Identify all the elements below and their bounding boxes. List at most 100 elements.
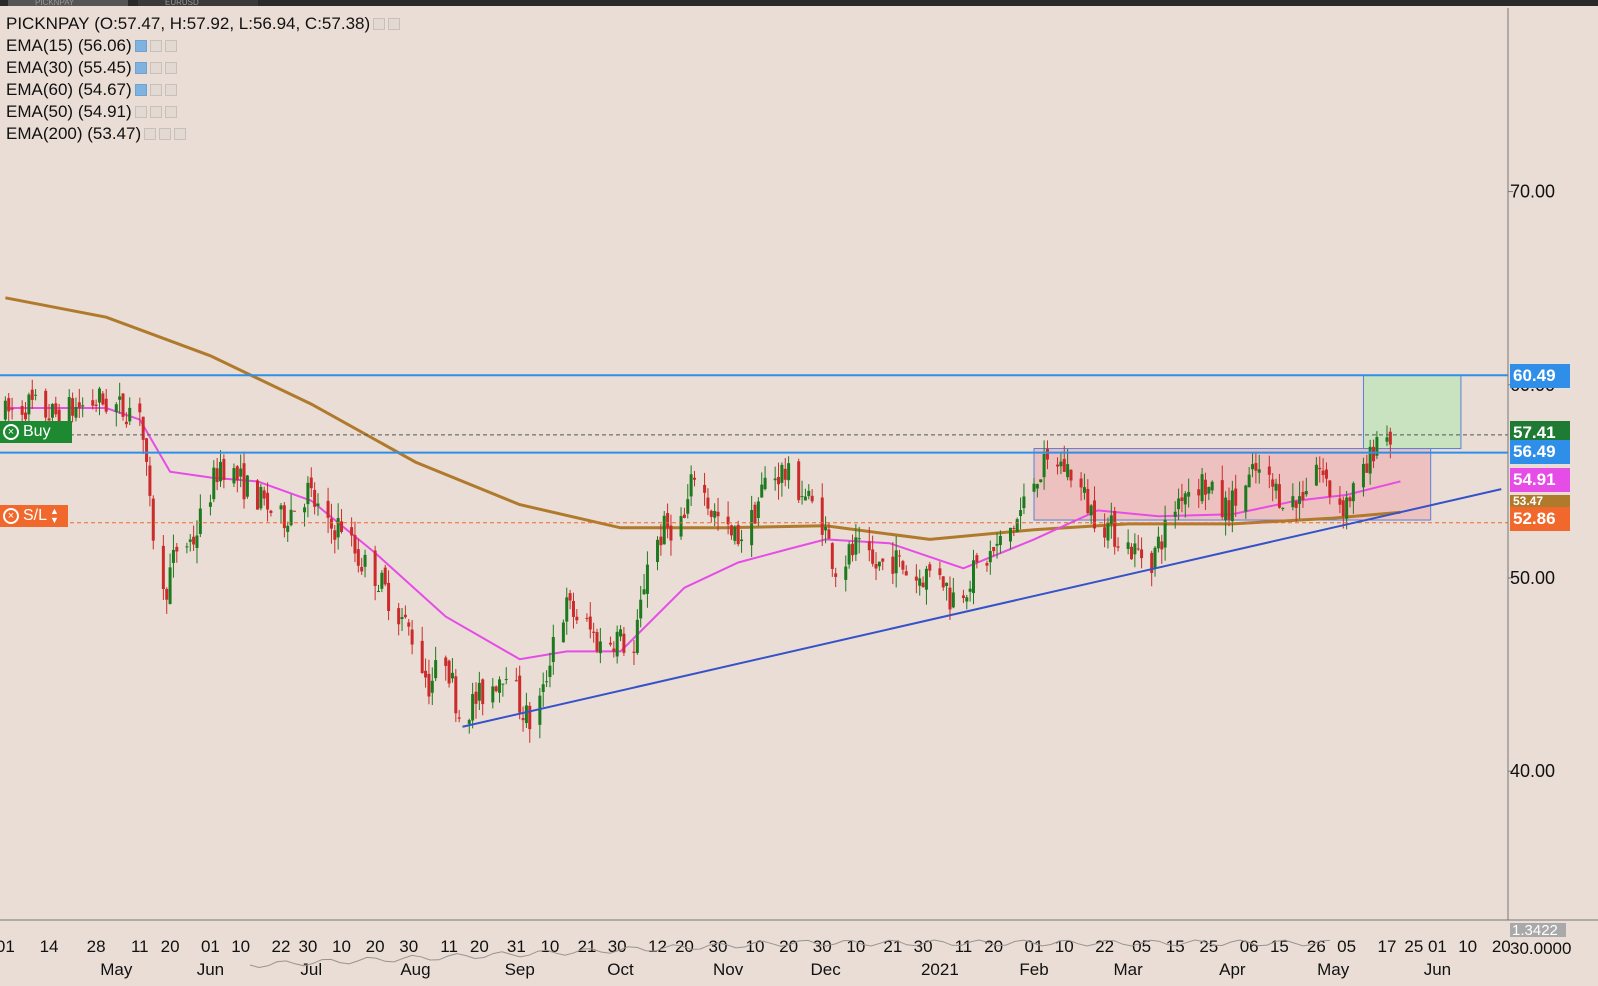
settings-icon[interactable]: [373, 18, 386, 30]
close-icon[interactable]: [164, 40, 177, 52]
y-tick-label: 40.00: [1510, 761, 1555, 781]
candle-body: [1008, 527, 1012, 542]
candle-body: [30, 389, 34, 400]
settings-icon[interactable]: [149, 106, 162, 118]
settings-icon[interactable]: [159, 128, 172, 140]
candle-body: [430, 680, 434, 693]
close-icon[interactable]: [388, 18, 401, 30]
candle-body: [807, 490, 811, 497]
candle-body: [97, 388, 101, 403]
settings-icon[interactable]: [149, 84, 162, 96]
candle-body: [259, 486, 263, 509]
candle-body: [998, 535, 1002, 546]
candle-body: [1045, 448, 1049, 460]
settings-icon[interactable]: [149, 62, 162, 74]
candle-body: [185, 546, 189, 548]
close-icon[interactable]: [164, 62, 177, 74]
candle-body: [1345, 497, 1349, 519]
price-tag-ema50: 54.91: [1510, 468, 1570, 492]
candle-body: [972, 560, 976, 594]
candle-body: [57, 409, 61, 428]
price-tag-text: 60.49: [1513, 366, 1556, 385]
candle-body: [1109, 515, 1113, 524]
candle-body: [827, 529, 831, 539]
candle-body: [847, 544, 851, 565]
close-icon[interactable]: [164, 106, 177, 118]
settings-icon[interactable]: [149, 40, 162, 52]
candle-body: [951, 592, 955, 608]
candle-body: [1338, 498, 1342, 505]
candle-body: [726, 516, 730, 525]
candle-body: [141, 416, 145, 440]
cancel-order-icon[interactable]: ×: [3, 424, 19, 440]
candle-body: [894, 550, 898, 574]
candle-body: [1066, 464, 1070, 478]
candle-body: [138, 403, 142, 413]
close-icon[interactable]: [164, 84, 177, 96]
candle-body: [262, 490, 266, 499]
candle-body: [434, 660, 438, 679]
candle-body: [709, 510, 713, 517]
indicator-label: EMA(60): [6, 80, 74, 99]
candle-body: [874, 563, 878, 569]
candle-body: [397, 608, 401, 625]
price-tag-stop: 52.86: [1510, 507, 1570, 531]
candle-body: [538, 695, 542, 725]
candle-body: [467, 720, 471, 724]
eye-icon[interactable]: [134, 106, 147, 118]
candle-body: [941, 576, 945, 588]
ohlc-readout: (O:57.47, H:57.92, L:56.94, C:57.38): [94, 14, 371, 33]
close-icon[interactable]: [174, 128, 187, 140]
candle-body: [1324, 469, 1328, 479]
candle-body: [561, 622, 565, 643]
candle-body: [810, 495, 814, 502]
target-zone[interactable]: [1362, 374, 1462, 450]
eye-icon[interactable]: [134, 40, 147, 52]
candle-body: [1012, 527, 1016, 529]
x-tick-label: 10: [540, 937, 559, 956]
candle-body: [77, 402, 81, 409]
candle-body: [1200, 474, 1204, 502]
cancel-order-icon[interactable]: ×: [3, 508, 19, 524]
month-label: Dec: [810, 960, 841, 979]
eye-icon[interactable]: [134, 62, 147, 74]
candle-body: [427, 673, 431, 697]
candle-body: [1163, 519, 1167, 548]
buy-order-label: Buy: [23, 423, 51, 440]
eye-icon[interactable]: [134, 84, 147, 96]
x-tick-label: 20: [984, 937, 1003, 956]
legend-row-ema60: EMA(60) (54.67): [6, 79, 400, 101]
candle-body: [171, 549, 175, 563]
buy-order-button[interactable]: × Buy: [0, 421, 72, 443]
adjust-arrows-icon[interactable]: ▲ ▼: [50, 506, 59, 525]
candle-body: [20, 406, 24, 415]
month-label: May: [1317, 960, 1350, 979]
chart-tab[interactable]: [138, 0, 258, 6]
candle-body: [1361, 463, 1365, 488]
candle-body: [195, 535, 199, 548]
candle-body: [1301, 492, 1305, 500]
candle-body: [1281, 507, 1285, 509]
candle-body: [292, 510, 296, 512]
candle-body: [447, 660, 451, 684]
x-tick-label: 12: [648, 937, 667, 956]
x-tick-label: 05: [1132, 937, 1151, 956]
x-tick-label: 20: [366, 937, 385, 956]
candle-body: [481, 679, 485, 705]
candle-body: [669, 525, 673, 541]
x-tick-label: 30: [813, 937, 832, 956]
candle-body: [1257, 469, 1261, 473]
stop-loss-button[interactable]: × S/L ▲ ▼: [0, 505, 68, 527]
candle-body: [682, 514, 686, 518]
eye-icon[interactable]: [144, 128, 157, 140]
candle-body: [47, 418, 51, 421]
support-trendline[interactable]: [462, 488, 1502, 728]
candle-body: [1086, 488, 1090, 514]
candle-body: [1254, 463, 1258, 471]
month-label: Mar: [1113, 960, 1143, 979]
month-label: May: [100, 960, 133, 979]
chart-tab[interactable]: [8, 0, 128, 6]
candle-body: [1089, 505, 1093, 516]
candle-body: [383, 567, 387, 585]
